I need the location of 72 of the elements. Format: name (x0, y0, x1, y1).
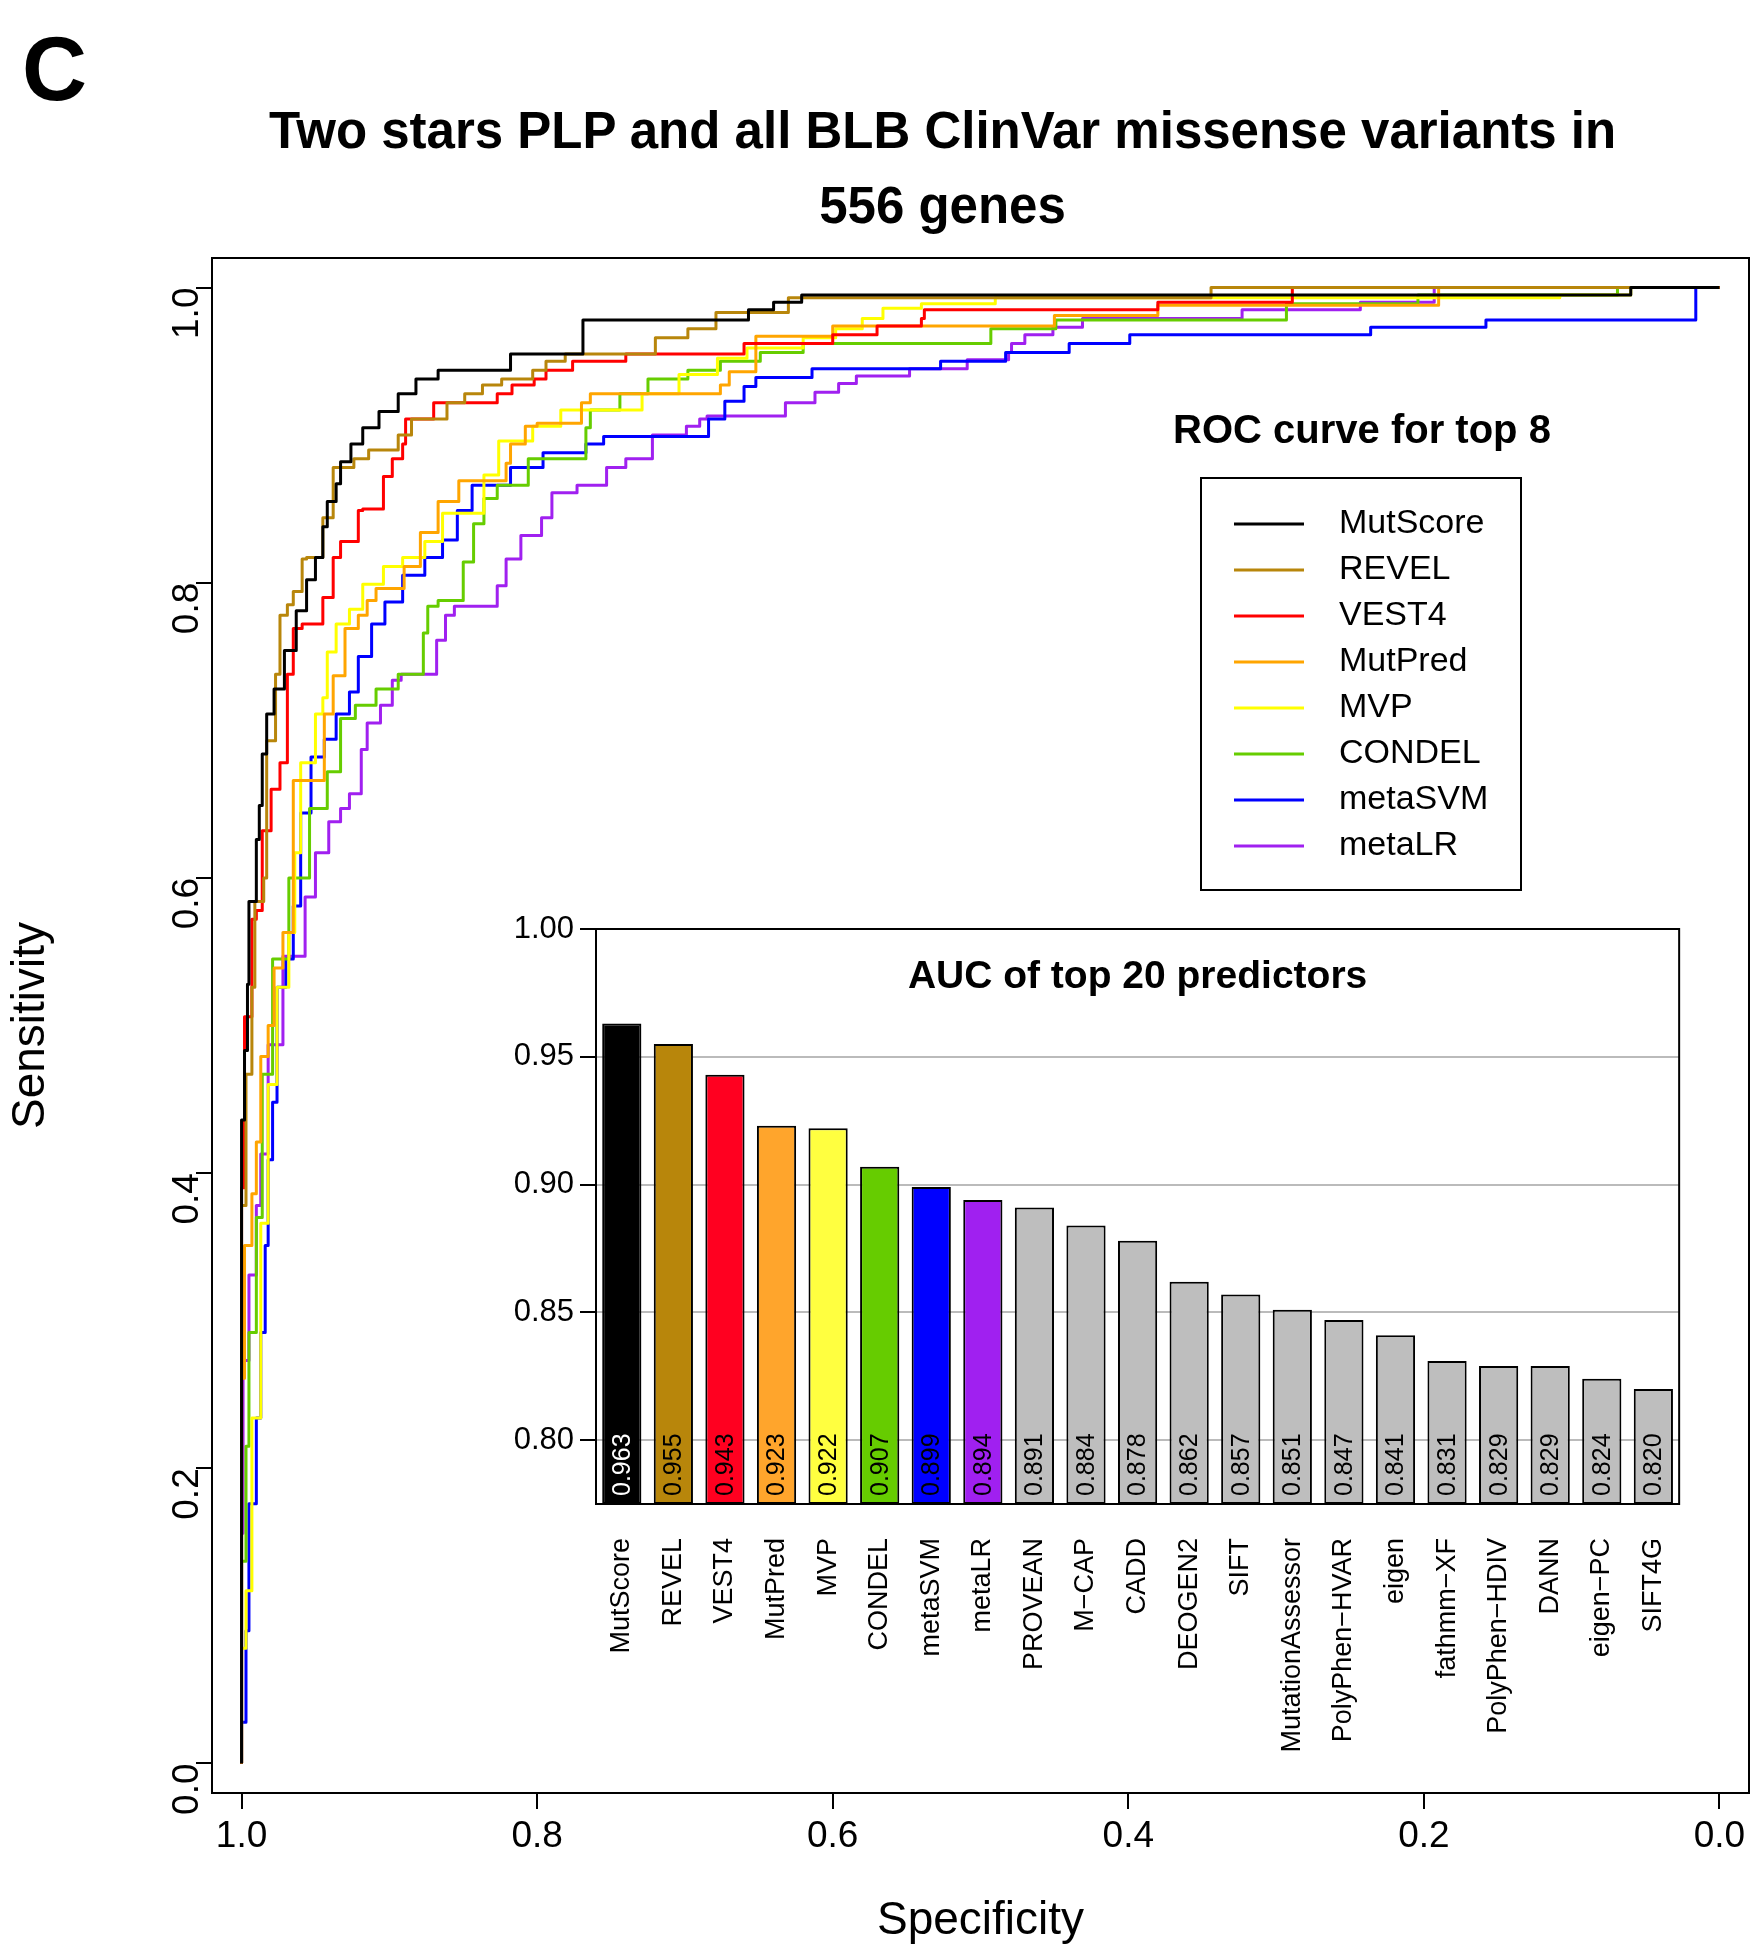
legend-label: metaSVM (1339, 778, 1489, 817)
x-tick-label: 0.2 (1398, 1814, 1450, 1856)
x-tick-label: PolyPhen−HDIV (1482, 1538, 1513, 1734)
x-tick-label: PROVEAN (1017, 1538, 1048, 1671)
x-tick-label: DANN (1533, 1538, 1564, 1615)
x-tick-label: 1.0 (215, 1814, 268, 1856)
x-tick-label: CONDEL (863, 1538, 894, 1651)
x-tick-label: MVP (811, 1538, 842, 1597)
legend-label: MutScore (1339, 502, 1485, 541)
x-tick-label: metaLR (966, 1538, 997, 1633)
data-label: 0.955 (658, 1433, 687, 1496)
y-axis-title: Sensitivity (2, 921, 55, 1130)
data-label: 0.922 (812, 1433, 841, 1496)
x-tick-label: 0.6 (806, 1814, 859, 1856)
x-tick-label: M−CAP (1069, 1538, 1100, 1632)
y-tick-label: 0.4 (165, 1173, 207, 1225)
legend-title: ROC curve for top 8 (1173, 407, 1551, 452)
data-label: 0.831 (1431, 1433, 1460, 1496)
y-tick-label: 0.8 (165, 582, 207, 635)
chart-title: Two stars PLP and all BLB ClinVar missense variants in 556 genes (268, 102, 1617, 235)
y-tick-label: 0.90 (513, 1165, 574, 1201)
y-tick-label: 0.80 (513, 1420, 574, 1456)
x-tick-label: MutPred (759, 1538, 790, 1641)
data-label: 0.884 (1070, 1433, 1099, 1496)
y-tick-label: 0.95 (513, 1037, 574, 1073)
data-label: 0.841 (1380, 1433, 1409, 1496)
text: AUC of top 20 predictors (907, 952, 1368, 996)
x-tick-label: fathmm−XF (1430, 1538, 1461, 1679)
x-tick-label: SIFT (1224, 1538, 1255, 1597)
x-tick-label: SIFT4G (1636, 1538, 1667, 1633)
data-label: 0.829 (1483, 1433, 1512, 1496)
x-tick-label: 0.0 (1693, 1814, 1746, 1856)
data-label: 0.923 (761, 1433, 790, 1496)
y-tick-label: 0.2 (165, 1468, 207, 1520)
legend-label: MutPred (1339, 640, 1468, 679)
data-label: 0.943 (709, 1433, 738, 1496)
x-tick-label: metaSVM (914, 1538, 945, 1657)
legend-label: metaLR (1339, 824, 1459, 863)
x-tick-label: VEST4 (708, 1538, 739, 1624)
x-tick-label: eigen (1378, 1538, 1409, 1605)
data-label: 0.862 (1174, 1433, 1203, 1496)
legend-label: MVP (1339, 686, 1413, 725)
x-tick-label: DEOGEN2 (1172, 1538, 1203, 1671)
x-tick-label: PolyPhen−HVAR (1327, 1538, 1358, 1743)
legend-label: VEST4 (1339, 594, 1447, 633)
data-label: 0.829 (1535, 1433, 1564, 1496)
legend-label: REVEL (1339, 548, 1451, 587)
x-tick-label: eigen−PC (1585, 1538, 1616, 1658)
y-tick-label: 0.6 (165, 877, 207, 930)
data-label: 0.894 (967, 1433, 996, 1496)
data-label: 0.899 (916, 1433, 945, 1496)
x-tick-label: CADD (1121, 1538, 1152, 1615)
y-tick-label: 1.00 (513, 909, 574, 945)
x-tick-label: MutScore (605, 1538, 636, 1654)
x-tick-label: MutationAssessor (1275, 1538, 1306, 1753)
data-label: 0.857 (1225, 1433, 1254, 1496)
data-label: 0.820 (1638, 1433, 1667, 1496)
text: C (22, 18, 87, 119)
data-label: 0.851 (1277, 1433, 1306, 1496)
data-label: 0.878 (1122, 1433, 1151, 1496)
y-tick-label: 0.85 (513, 1292, 574, 1328)
data-label: 0.847 (1328, 1433, 1357, 1496)
data-label: 0.963 (606, 1433, 635, 1496)
y-tick-label: 0.0 (165, 1763, 207, 1815)
data-label: 0.824 (1586, 1433, 1615, 1496)
data-label: 0.891 (1019, 1433, 1048, 1496)
x-axis-title: Specificity (876, 1892, 1085, 1945)
legend-label: CONDEL (1339, 732, 1481, 771)
data-label: 0.907 (864, 1433, 893, 1496)
y-tick-label: 1.0 (165, 287, 207, 339)
x-tick-label: REVEL (656, 1538, 687, 1627)
x-tick-label: 0.4 (1102, 1814, 1155, 1856)
